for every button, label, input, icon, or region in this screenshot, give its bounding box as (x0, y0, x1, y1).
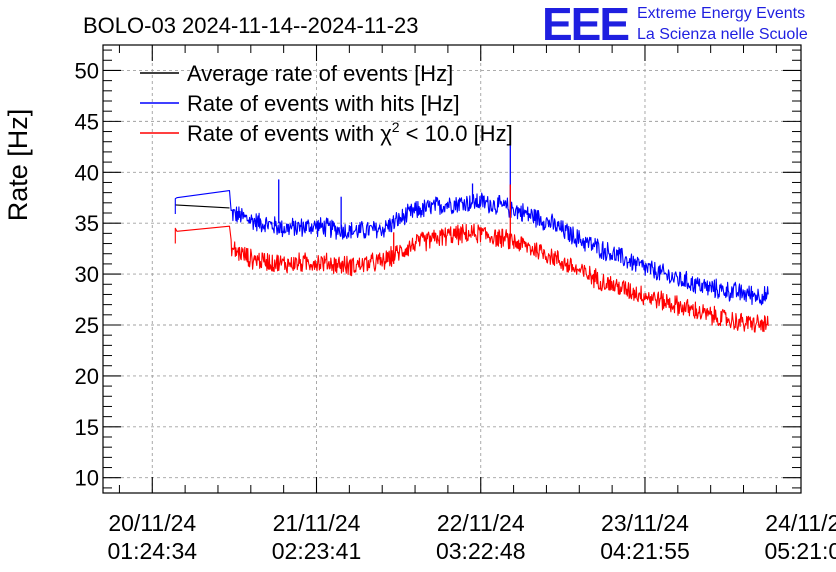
x-tick-date: 23/11/24 (601, 510, 689, 536)
x-tick-date: 22/11/24 (437, 510, 525, 536)
y-tick-label: 45 (75, 109, 99, 134)
y-tick-label: 10 (75, 466, 99, 491)
y-tick-label: 15 (75, 415, 99, 440)
plot-frame (102, 44, 802, 494)
chart-title: BOLO-03 2024-11-14--2024-11-23 (83, 13, 419, 38)
legend-label-1: Rate of events with hits [Hz] (187, 91, 460, 116)
y-tick-label: 35 (75, 211, 99, 236)
logo-line-2: La Scienza nelle Scuole (637, 26, 808, 43)
y-tick-label: 20 (75, 364, 99, 389)
series-line-1 (174, 190, 769, 306)
x-tick-time: 03:22:48 (436, 538, 526, 564)
logo-line-1: Extreme Energy Events (637, 5, 805, 22)
x-tick-date: 21/11/24 (273, 510, 361, 536)
series-line-0 (175, 204, 230, 209)
eee-logo: EEE Extreme Energy Events La Scienza nel… (542, 0, 808, 50)
x-tick-date: 24/11/24 (765, 510, 836, 536)
logo-letters: EEE (542, 0, 628, 50)
y-tick-label: 30 (75, 262, 99, 287)
y-tick-label: 40 (75, 160, 99, 185)
legend-label-2: Rate of events with χ2 < 10.0 [Hz] (187, 119, 513, 146)
x-tick-time: 04:21:55 (600, 538, 690, 564)
legend: Average rate of events [Hz] Rate of event… (140, 61, 513, 146)
x-tick-date: 20/11/24 (108, 510, 196, 536)
y-axis-label: Rate [Hz] (3, 109, 33, 222)
grid (103, 45, 801, 493)
x-tick-time: 02:23:41 (272, 538, 362, 564)
series-line-2 (174, 223, 769, 333)
x-tick-time: 05:21:02 (764, 538, 836, 564)
y-tick-label: 25 (75, 313, 99, 338)
legend-label-0: Average rate of events [Hz] (187, 61, 453, 86)
series-layer (174, 139, 769, 333)
y-tick-label: 50 (75, 58, 99, 83)
x-tick-time: 01:24:34 (108, 538, 198, 564)
